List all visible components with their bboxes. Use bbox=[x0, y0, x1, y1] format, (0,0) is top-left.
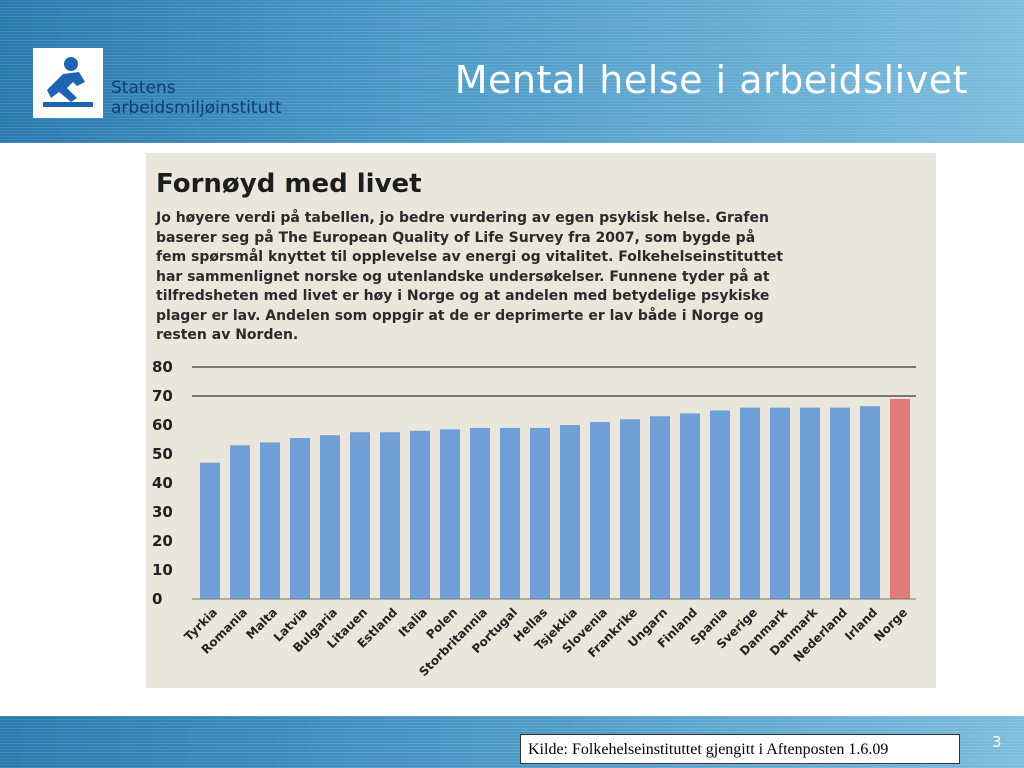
bar bbox=[890, 398, 910, 599]
source-caption: Kilde: Folkehelseinstituttet gjengitt i … bbox=[520, 734, 960, 764]
bar bbox=[590, 422, 610, 599]
bar bbox=[290, 438, 310, 599]
bar bbox=[710, 410, 730, 599]
institute-logo: Statens arbeidsmiljøinstitutt bbox=[33, 48, 303, 120]
bar bbox=[860, 406, 880, 599]
y-tick-label: 60 bbox=[152, 416, 173, 434]
clipping-body-line: fem spørsmål knyttet til opplevelse av e… bbox=[156, 249, 784, 265]
y-tick-label: 40 bbox=[152, 474, 173, 492]
bar bbox=[410, 430, 430, 599]
bar bbox=[770, 407, 790, 599]
bar bbox=[680, 413, 700, 599]
logo-mark-icon bbox=[33, 48, 103, 118]
slide-title: Mental helse i arbeidslivet bbox=[454, 58, 968, 102]
y-tick-label: 20 bbox=[152, 532, 173, 550]
newspaper-clipping: Fornøyd med livet Jo høyere verdi på tab… bbox=[146, 153, 936, 688]
y-tick-label: 80 bbox=[152, 358, 173, 376]
bar bbox=[350, 432, 370, 599]
y-tick-label: 0 bbox=[152, 590, 162, 608]
bar bbox=[470, 427, 490, 599]
bar bbox=[230, 445, 250, 599]
bar bbox=[440, 429, 460, 599]
clipping-body-line: har sammenlignet norske og utenlandske u… bbox=[156, 268, 770, 285]
bar bbox=[500, 427, 520, 599]
clipping-body: Jo høyere verdi på tabellen, jo bedre vu… bbox=[156, 209, 926, 346]
clipping-body-line: resten av Norden. bbox=[156, 327, 299, 343]
logo-text: Statens arbeidsmiljøinstitutt bbox=[111, 78, 282, 118]
bar bbox=[380, 432, 400, 599]
bar bbox=[740, 407, 760, 599]
bar bbox=[830, 407, 850, 599]
bar bbox=[260, 442, 280, 599]
bar bbox=[800, 407, 820, 599]
bar bbox=[560, 425, 580, 599]
logo-line1: Statens bbox=[111, 78, 176, 98]
page-number: 3 bbox=[992, 733, 1002, 751]
slide-header: Statens arbeidsmiljøinstitutt Mental hel… bbox=[0, 0, 1024, 143]
x-tick-label: Norge bbox=[871, 605, 910, 644]
bar bbox=[200, 462, 220, 599]
clipping-body-line: baserer seg på The European Quality of L… bbox=[156, 229, 756, 246]
bar bbox=[530, 427, 550, 599]
y-tick-label: 30 bbox=[152, 503, 173, 521]
bar-chart: 01020304050607080TyrkiaRomaniaMaltaLatvi… bbox=[152, 358, 916, 679]
y-tick-label: 10 bbox=[152, 561, 173, 579]
y-tick-label: 70 bbox=[152, 387, 173, 405]
y-tick-label: 50 bbox=[152, 445, 173, 463]
clipping-body-line: plager er lav. Andelen som oppgir at de … bbox=[156, 307, 764, 324]
logo-line2: arbeidsmiljøinstitutt bbox=[111, 98, 282, 118]
clipping-body-line: Jo høyere verdi på tabellen, jo bedre vu… bbox=[156, 210, 769, 226]
clipping-body-line: tilfredsheten med livet er høy i Norge o… bbox=[156, 288, 770, 304]
bar bbox=[620, 419, 640, 599]
clipping-title: Fornøyd med livet bbox=[156, 169, 422, 199]
bar bbox=[320, 435, 340, 599]
bar bbox=[650, 416, 670, 599]
